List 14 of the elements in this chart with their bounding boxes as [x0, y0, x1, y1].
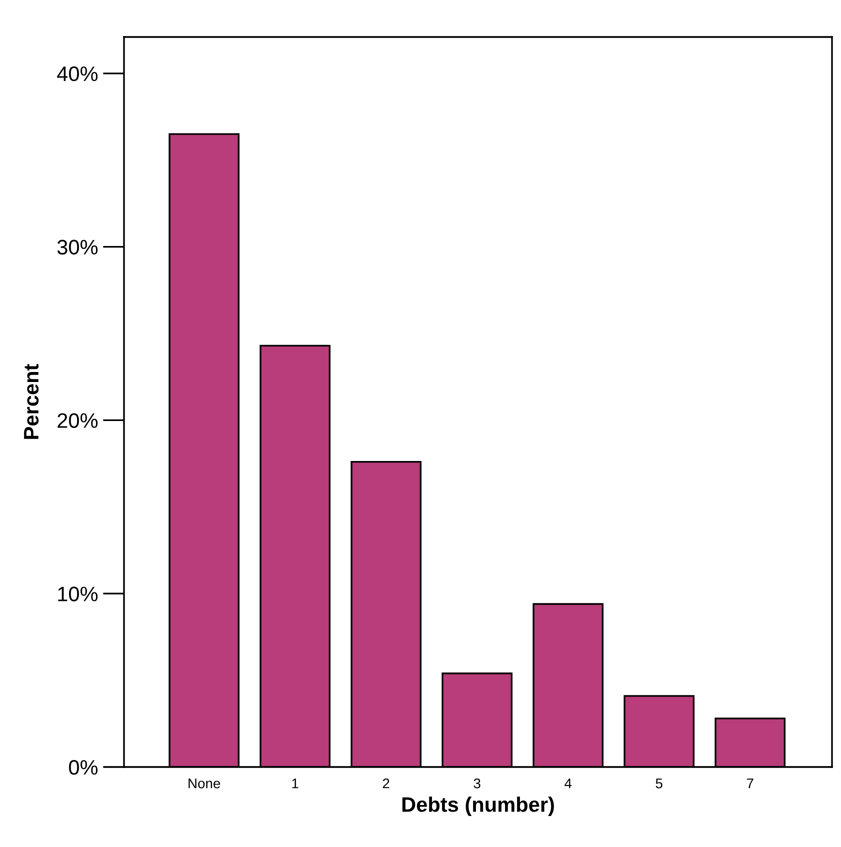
y-tick-label: 10% [58, 586, 98, 602]
y-axis-title: Percent [24, 364, 39, 439]
y-tick-label: 0% [69, 760, 98, 775]
x-tick-label: 5 [656, 778, 662, 788]
y-tick-label: 20% [58, 413, 98, 428]
x-tick-label: 2 [382, 778, 390, 788]
x-tick-label: None [188, 778, 220, 788]
y-tick-label: 30% [57, 240, 98, 255]
x-tick-label: 4 [564, 778, 572, 788]
x-tick-label: 3 [474, 778, 480, 788]
x-tick-label: 7 [746, 778, 754, 788]
x-axis-title: Debts (number) [402, 796, 554, 816]
y-tick-label: 40% [57, 66, 98, 82]
x-tick-label: 1 [292, 778, 298, 788]
